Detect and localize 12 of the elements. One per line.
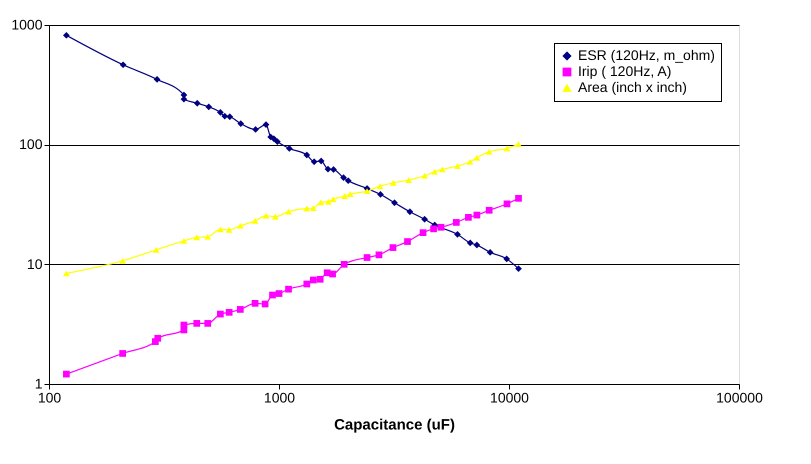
x-tick-label: 100000 <box>716 390 764 406</box>
y-tick-label: 10 <box>26 256 43 272</box>
y-tick-label: 1 <box>34 376 43 392</box>
x-tick-label: 100 <box>38 390 62 406</box>
legend-label: Irip ( 120Hz, A) <box>578 63 672 79</box>
y-tick-label: 1000 <box>11 16 43 32</box>
x-tick-label: 1000 <box>264 390 296 406</box>
x-tick-label: 10000 <box>490 390 530 406</box>
legend-label: ESR (120Hz, m_ohm) <box>578 47 715 63</box>
legend-label: Area (inch x inch) <box>578 79 687 95</box>
y-tick-label: 100 <box>19 136 43 152</box>
x-axis-title: Capacitance (uF) <box>334 416 455 434</box>
